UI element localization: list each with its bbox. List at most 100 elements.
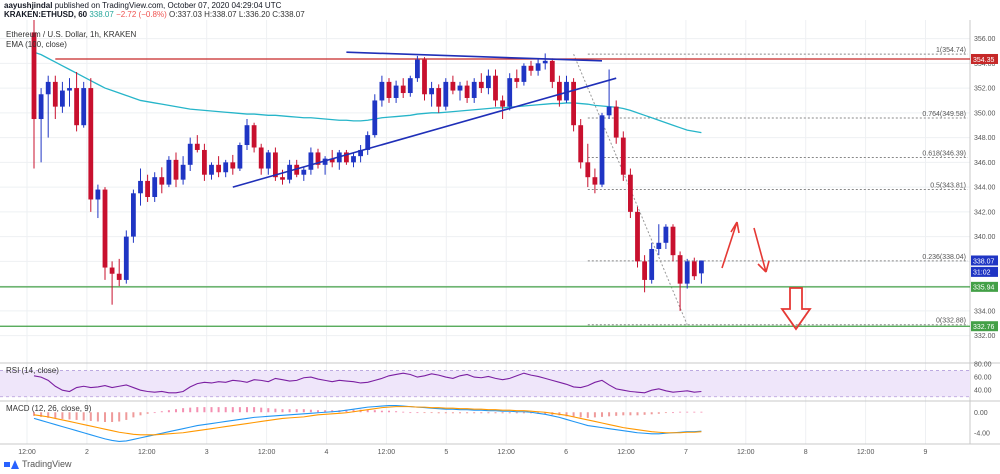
time-tick-label: 12:00: [857, 449, 875, 456]
macd-histogram-bar: [373, 410, 376, 413]
macd-histogram-bar: [68, 412, 71, 420]
macd-histogram-bar: [679, 411, 682, 413]
last-price: 338.07: [89, 10, 114, 19]
candle-down: [88, 88, 94, 200]
price-axis-badge-text: 335.94: [973, 285, 995, 292]
macd-histogram-bar: [246, 407, 248, 413]
price-legend-title: Ethereum / U.S. Dollar, 1h, KRAKEN: [6, 30, 136, 39]
time-axis[interactable]: 12:00 2 12:00 3 12:00 4 12:00 5 12:00 6 12:00 7 12:0…: [18, 449, 927, 456]
trendlines[interactable]: [232, 51, 617, 188]
macd-histogram-bar: [203, 407, 206, 413]
symbol-name[interactable]: KRAKEN:ETHUSD, 60: [4, 10, 88, 19]
breakdown-arrow-icon: [780, 287, 812, 331]
brand-name: TradingView: [22, 459, 72, 469]
candle-up: [535, 63, 541, 71]
rising-trendline: [232, 77, 617, 188]
macd-histogram-bar: [501, 412, 504, 414]
macd-histogram-bar: [288, 409, 291, 413]
price-tick-label: 342.00: [974, 209, 996, 216]
time-tick-label: 6: [564, 449, 568, 456]
price-axis-badge-text: 31:02: [973, 270, 991, 277]
candle-down: [620, 137, 626, 175]
time-tick-label: 7: [684, 449, 688, 456]
macd-histogram-bar: [388, 410, 390, 413]
macd-histogram-bar: [132, 412, 135, 418]
macd-histogram-bar: [622, 412, 625, 416]
candle-down: [258, 147, 264, 169]
candle-down: [578, 125, 584, 163]
candle-up: [599, 115, 605, 185]
price-axis[interactable]: 356.00 354.00 352.00 350.00 348.00 346.00 344.…: [971, 36, 998, 437]
candle-down: [422, 59, 427, 95]
down-arrow-icon: [753, 227, 770, 273]
rsi-band: [0, 370, 970, 398]
macd-histogram-bar: [267, 408, 270, 413]
candle-up: [471, 81, 477, 98]
macd-histogram-bar: [700, 411, 703, 413]
fibonacci-retracement[interactable]: 1(354.74) 0.764(349.58) 0.618(346.39) 0.5(3…: [573, 47, 968, 326]
candle-down: [528, 65, 534, 71]
candle-down: [613, 106, 619, 138]
candle-up: [429, 88, 434, 95]
macd-histogram-bar: [61, 412, 64, 419]
macd-histogram-bar: [104, 412, 106, 422]
candle-up: [287, 164, 292, 180]
macd-histogram-bar: [430, 412, 433, 414]
candle-down: [109, 267, 115, 274]
macd-indicator: [33, 405, 703, 443]
candle-down: [273, 152, 278, 178]
footer-branding[interactable]: TradingView: [4, 459, 72, 469]
candle-up: [663, 226, 669, 243]
annotation-arrows[interactable]: [721, 221, 812, 331]
time-tick-label: 12:00: [737, 449, 755, 456]
macd-histogram-bar: [416, 412, 419, 414]
candle-up: [138, 180, 143, 194]
macd-histogram-bar: [579, 412, 582, 418]
macd-histogram-bar: [47, 412, 50, 418]
macd-histogram-bar: [89, 412, 92, 421]
ohlc-values: O:337.03 H:338.07 L:336.20 C:338.07: [169, 10, 305, 19]
candle-up: [301, 169, 307, 175]
candle-down: [386, 81, 392, 98]
macd-histogram-bar: [217, 407, 220, 413]
macd-histogram-bar: [153, 412, 156, 414]
macd-histogram-bar: [309, 409, 312, 413]
candle-down: [31, 32, 37, 120]
macd-histogram-bar: [96, 412, 99, 422]
price-axis-badge: [971, 321, 998, 332]
macd-histogram-bar: [75, 412, 78, 420]
candle-down: [315, 152, 321, 165]
candle-up: [244, 125, 250, 146]
horizontal-levels[interactable]: [0, 58, 970, 327]
candle-down: [500, 100, 505, 107]
macd-histogram-bar: [672, 412, 674, 414]
macd-histogram-bar: [324, 410, 327, 413]
candle-down: [571, 81, 576, 126]
macd-histogram-bar: [459, 412, 461, 414]
candle-up: [237, 145, 243, 169]
macd-histogram-bar: [480, 412, 483, 414]
macd-histogram-bar: [281, 409, 284, 413]
publish-details: published on TradingView.com, October 07…: [52, 1, 282, 10]
rsi-indicator: [33, 372, 702, 394]
candle-down: [557, 81, 562, 101]
time-tick-label: 12:00: [18, 449, 36, 456]
time-tick-label: 12:00: [138, 449, 156, 456]
price-change: −2.72 (−0.8%): [116, 10, 167, 19]
macd-legend: MACD (12, 26, close, 9): [6, 404, 92, 413]
rsi-tick-label: 40.00: [974, 388, 992, 395]
price-axis-badge: [971, 266, 998, 277]
rsi-band-fill: [0, 370, 970, 397]
rsi-line: [33, 372, 702, 394]
candle-up: [684, 261, 690, 284]
candle-down: [280, 177, 285, 180]
candle-up: [407, 78, 413, 94]
price-tick-label: 340.00: [974, 234, 996, 241]
macd-histogram-bar: [494, 412, 497, 414]
fib-level-label: 0(332.88): [936, 318, 966, 325]
rsi-tick-label: 60.00: [974, 375, 992, 382]
macd-histogram-bar: [565, 412, 568, 417]
author-name[interactable]: aayushjindal: [4, 1, 53, 10]
candle-up: [95, 189, 101, 200]
